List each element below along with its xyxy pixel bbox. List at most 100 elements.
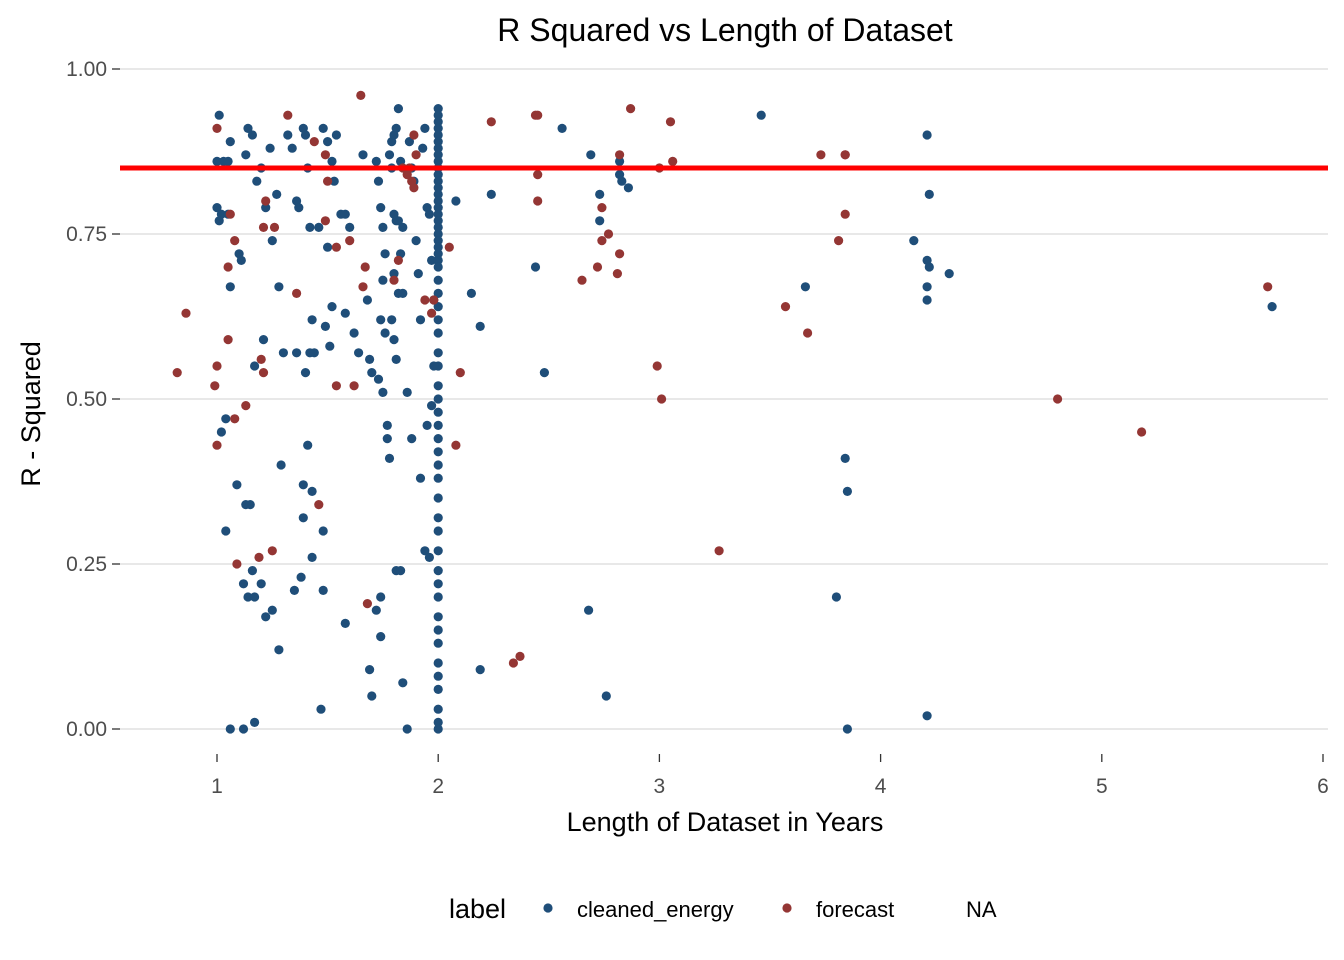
point-cleaned-energy: [376, 592, 386, 602]
point-cleaned-energy: [378, 275, 388, 285]
point-cleaned-energy: [340, 618, 350, 629]
point-cleaned-energy: [433, 275, 443, 285]
point-cleaned-energy: [245, 500, 255, 510]
point-forecast: [834, 236, 844, 246]
point-cleaned-energy: [393, 216, 403, 226]
y-tick-label: 0.75: [66, 223, 107, 246]
point-cleaned-energy: [944, 269, 954, 279]
point-cleaned-energy: [373, 176, 384, 186]
point-cleaned-energy: [433, 302, 443, 312]
point-cleaned-energy: [303, 440, 313, 450]
point-cleaned-energy: [433, 150, 443, 160]
point-forecast: [603, 229, 614, 239]
point-forecast: [309, 137, 319, 147]
data-points: [172, 90, 1277, 734]
point-cleaned-energy: [320, 321, 330, 331]
point-cleaned-energy: [283, 130, 293, 140]
point-cleaned-energy: [376, 632, 386, 642]
point-cleaned-energy: [325, 341, 335, 351]
point-cleaned-energy: [433, 612, 443, 622]
point-cleaned-energy: [396, 566, 406, 576]
point-cleaned-energy: [433, 381, 443, 391]
point-forecast: [320, 150, 330, 160]
point-forecast: [652, 361, 662, 371]
point-cleaned-energy: [429, 361, 439, 371]
point-cleaned-energy: [539, 368, 550, 378]
point-forecast: [358, 282, 368, 292]
point-forecast: [615, 249, 625, 259]
point-cleaned-energy: [433, 315, 443, 325]
point-cleaned-energy: [354, 348, 364, 358]
point-cleaned-energy: [433, 196, 443, 206]
point-cleaned-energy: [221, 526, 231, 536]
point-cleaned-energy: [433, 566, 443, 576]
point-cleaned-energy: [241, 150, 251, 160]
point-cleaned-energy: [391, 354, 401, 364]
point-forecast: [230, 414, 240, 424]
point-cleaned-energy: [433, 447, 443, 457]
point-cleaned-energy: [922, 711, 932, 721]
point-cleaned-energy: [433, 638, 443, 648]
point-cleaned-energy: [393, 104, 403, 114]
point-cleaned-energy: [214, 110, 224, 120]
y-tick-label: 1.00: [66, 58, 107, 81]
point-cleaned-energy: [922, 130, 932, 140]
point-forecast: [533, 110, 543, 120]
point-forecast: [486, 117, 496, 127]
point-forecast: [261, 196, 271, 206]
point-cleaned-energy: [418, 143, 428, 153]
point-forecast: [592, 262, 603, 272]
point-forecast: [657, 394, 667, 404]
point-cleaned-energy: [433, 704, 443, 714]
point-cleaned-energy: [615, 156, 625, 166]
point-cleaned-energy: [398, 678, 408, 688]
point-cleaned-energy: [466, 288, 476, 298]
point-cleaned-energy: [424, 552, 434, 563]
point-cleaned-energy: [433, 104, 443, 114]
point-cleaned-energy: [422, 420, 432, 430]
point-forecast: [1263, 282, 1273, 292]
point-cleaned-energy: [402, 387, 412, 397]
point-forecast: [232, 559, 242, 569]
point-forecast: [323, 176, 333, 186]
point-cleaned-energy: [305, 348, 315, 358]
point-forecast: [223, 262, 233, 272]
point-cleaned-energy: [289, 585, 299, 596]
point-cleaned-energy: [223, 156, 233, 166]
point-cleaned-energy: [267, 605, 277, 615]
point-cleaned-energy: [433, 209, 443, 219]
point-cleaned-energy: [909, 236, 919, 246]
x-axis-title: Length of Dataset in Years: [567, 807, 884, 837]
point-forecast: [577, 275, 587, 285]
point-cleaned-energy: [305, 222, 315, 232]
point-cleaned-energy: [433, 420, 443, 430]
point-cleaned-energy: [318, 585, 328, 596]
point-forecast: [1137, 427, 1147, 437]
point-cleaned-energy: [433, 183, 443, 193]
point-cleaned-energy: [274, 645, 284, 655]
point-forecast: [241, 401, 251, 411]
point-cleaned-energy: [398, 222, 408, 232]
point-cleaned-energy: [287, 143, 297, 153]
point-cleaned-energy: [433, 110, 443, 120]
x-axis: 1 2 3 4 5 6: [211, 754, 1329, 798]
point-forecast: [840, 209, 850, 219]
point-cleaned-energy: [323, 242, 333, 252]
chart-title: R Squared vs Length of Dataset: [497, 12, 953, 48]
point-cleaned-energy: [225, 724, 235, 734]
point-cleaned-energy: [261, 203, 271, 213]
point-cleaned-energy: [557, 123, 567, 133]
point-cleaned-energy: [433, 262, 443, 272]
point-cleaned-energy: [212, 203, 222, 213]
point-cleaned-energy: [486, 189, 496, 199]
y-axis: 0.00 0.25 0.50 0.75 1.00: [66, 58, 120, 741]
point-cleaned-energy: [378, 222, 388, 232]
point-cleaned-energy: [307, 315, 317, 325]
point-cleaned-energy: [433, 493, 443, 503]
point-cleaned-energy: [294, 203, 304, 213]
point-cleaned-energy: [433, 473, 443, 483]
point-forecast: [427, 308, 437, 318]
point-cleaned-energy: [433, 170, 443, 180]
point-cleaned-energy: [475, 321, 485, 331]
point-forecast: [451, 440, 461, 450]
